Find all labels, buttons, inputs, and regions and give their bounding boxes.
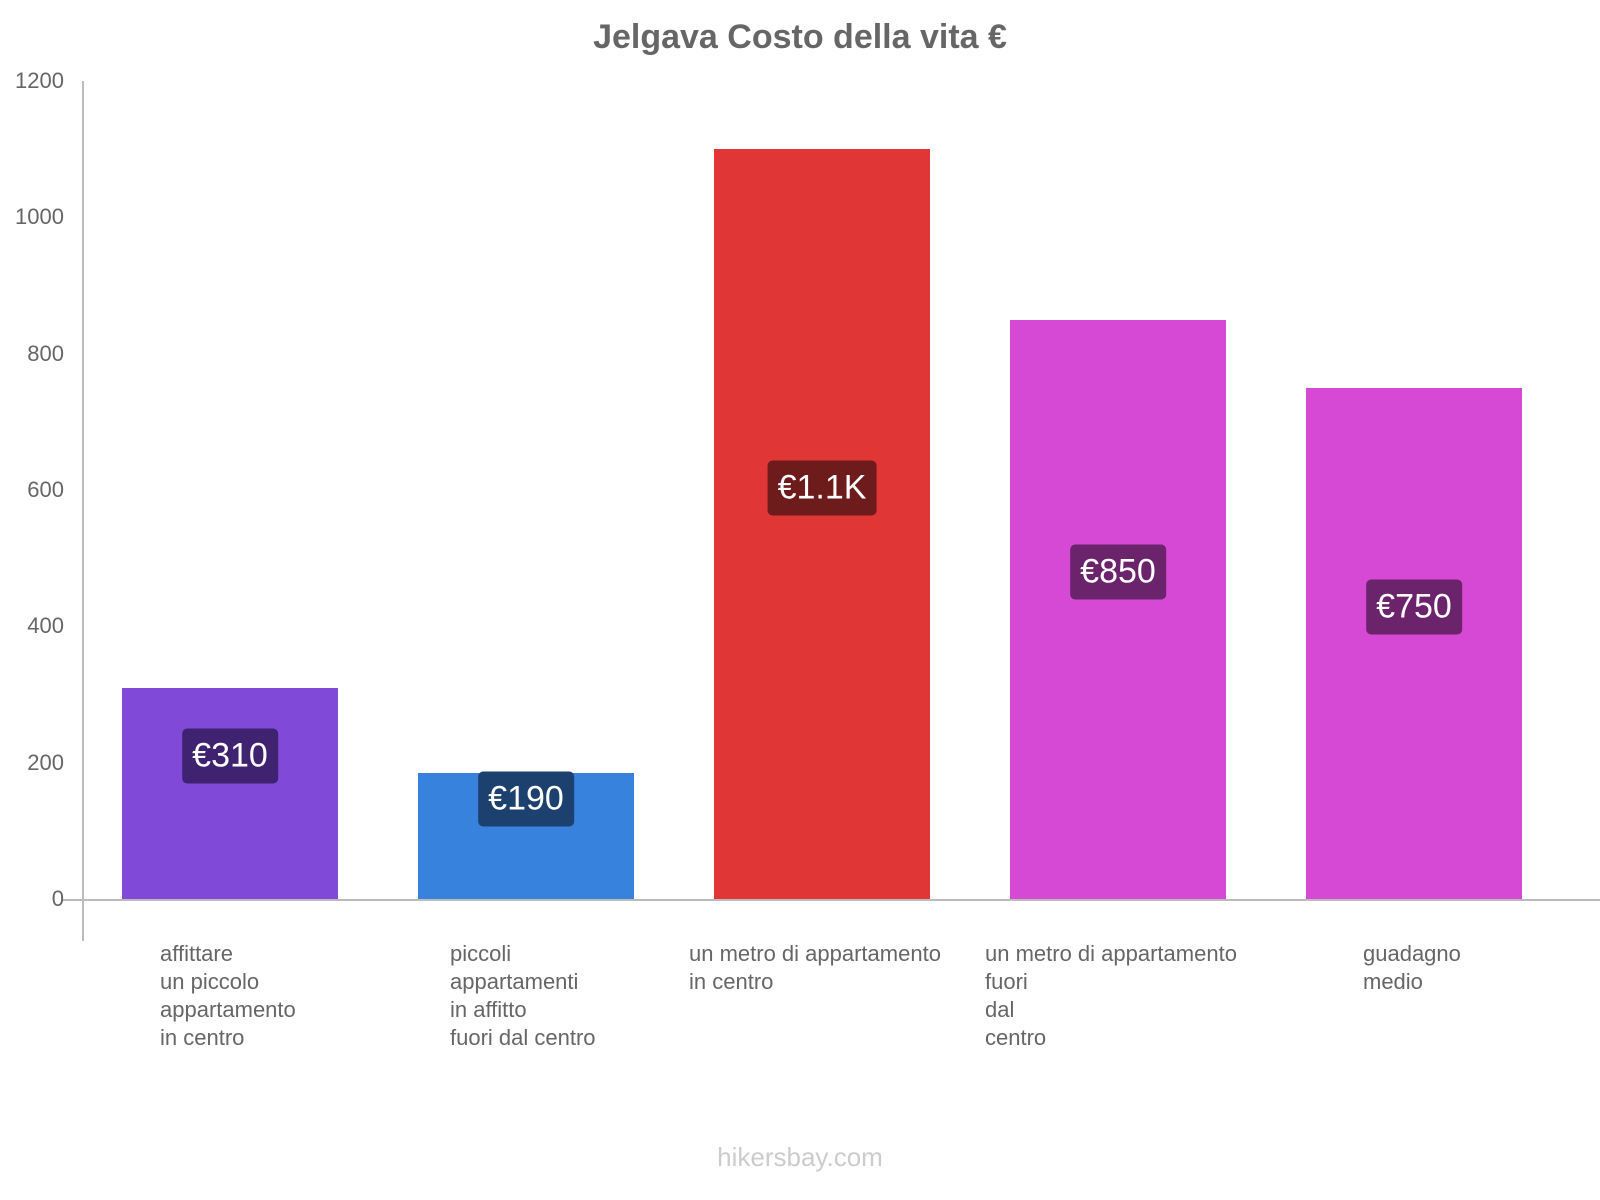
bar-rent-small-center: €310 [122, 688, 338, 899]
value-label: €1.1K [767, 460, 877, 516]
y-tick: 400 [27, 613, 64, 638]
y-tick: 1200 [15, 68, 64, 93]
chart-title: Jelgava Costo della vita € [593, 18, 1007, 56]
bar-rent-small-outside: €190 [418, 771, 634, 899]
bar-sqm-outside: €850 [1010, 320, 1226, 899]
value-label: €310 [182, 728, 278, 784]
bar-average-salary: €750 [1306, 388, 1522, 899]
y-tick: 1000 [15, 204, 64, 229]
x-axis [62, 899, 1600, 901]
x-tick: piccoli appartamenti in affitto fuori da… [450, 941, 596, 1050]
y-tick: 0 [51, 886, 64, 911]
y-axis [82, 81, 84, 941]
value-label: €850 [1070, 544, 1166, 600]
x-tick: guadagno medio [1363, 941, 1461, 994]
footer-watermark: hikersbay.com [717, 1142, 883, 1172]
y-tick: 600 [27, 477, 64, 502]
x-tick: un metro di appartamento in centro [689, 941, 941, 994]
x-tick: affittare un piccolo appartamento in cen… [160, 941, 296, 1050]
value-label: €190 [478, 771, 574, 827]
value-label: €750 [1366, 579, 1462, 635]
y-tick: 200 [27, 750, 64, 775]
bar-sqm-center: €1.1K [714, 149, 930, 899]
y-tick: 800 [27, 341, 64, 366]
x-tick: un metro di appartamento fuori dal centr… [985, 941, 1237, 1050]
